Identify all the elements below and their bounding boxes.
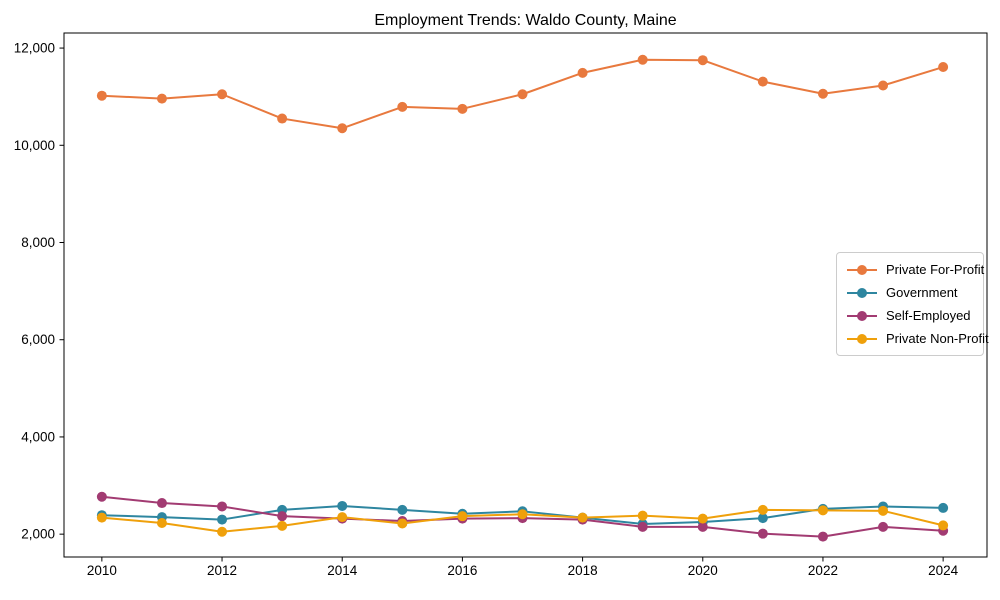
series-marker-0	[337, 123, 348, 134]
series-marker-3	[817, 505, 828, 516]
legend-label: Government	[886, 285, 958, 300]
series-marker-2	[757, 528, 768, 539]
series-marker-0	[878, 80, 889, 91]
series-marker-0	[697, 55, 708, 66]
series-marker-3	[457, 511, 468, 522]
series-marker-3	[277, 520, 288, 531]
y-tick-label: 10,000	[14, 138, 55, 153]
legend-dot-swatch	[857, 264, 867, 275]
legend-item-2: Self-Employed	[847, 306, 973, 325]
y-tick-label: 2,000	[21, 527, 55, 542]
series-marker-0	[96, 90, 107, 101]
legend-item-3: Private Non-Profit	[847, 329, 989, 348]
series-marker-0	[637, 54, 648, 65]
series-marker-0	[577, 67, 588, 78]
x-tick-label: 2018	[568, 563, 598, 578]
series-marker-0	[156, 93, 167, 104]
series-marker-3	[577, 512, 588, 523]
chart-title: Employment Trends: Waldo County, Maine	[374, 12, 677, 29]
series-marker-3	[757, 504, 768, 515]
series-marker-2	[817, 531, 828, 542]
series-marker-1	[938, 502, 949, 513]
legend-dot-swatch	[857, 333, 867, 344]
series-marker-3	[337, 512, 348, 523]
legend-dot-swatch	[857, 287, 867, 298]
y-tick-label: 8,000	[21, 235, 55, 250]
series-marker-1	[757, 513, 768, 524]
series-marker-3	[637, 510, 648, 521]
series-marker-0	[277, 113, 288, 124]
legend-marker-icon	[847, 264, 877, 276]
x-tick-label: 2012	[207, 563, 237, 578]
series-marker-3	[96, 512, 107, 523]
series-marker-3	[697, 513, 708, 524]
series-marker-2	[217, 501, 228, 512]
legend-marker-icon	[847, 287, 877, 299]
series-marker-3	[938, 520, 949, 531]
series-marker-0	[217, 89, 228, 100]
y-tick-label: 4,000	[21, 429, 55, 444]
y-tick-label: 6,000	[21, 332, 55, 347]
series-marker-1	[217, 514, 228, 525]
series-marker-2	[156, 498, 167, 509]
legend-item-1: Government	[847, 283, 973, 302]
legend-label: Private For-Profit	[886, 262, 985, 277]
legend-marker-icon	[847, 310, 877, 322]
series-marker-2	[96, 491, 107, 502]
series-marker-2	[277, 511, 288, 522]
series-marker-0	[817, 88, 828, 99]
series-marker-0	[938, 62, 949, 73]
legend-marker-icon	[847, 333, 877, 345]
legend-label: Self-Employed	[886, 308, 971, 323]
legend-dot-swatch	[857, 310, 867, 321]
x-tick-label: 2014	[327, 563, 358, 578]
x-tick-label: 2010	[87, 563, 117, 578]
chart-legend: Private For-Profit Government Self-Employe…	[836, 252, 989, 356]
series-marker-0	[757, 76, 768, 87]
series-marker-2	[637, 521, 648, 532]
series-marker-3	[397, 518, 408, 529]
x-tick-label: 2016	[447, 563, 477, 578]
series-marker-0	[397, 101, 408, 112]
series-marker-1	[337, 500, 348, 511]
y-tick-label: 12,000	[14, 41, 55, 56]
series-marker-3	[517, 509, 528, 520]
series-marker-1	[397, 504, 408, 515]
series-marker-3	[217, 526, 228, 537]
series-marker-3	[878, 505, 889, 516]
series-marker-2	[697, 521, 708, 532]
legend-label: Private Non-Profit	[886, 331, 989, 346]
series-marker-0	[517, 89, 528, 100]
series-marker-3	[156, 517, 167, 528]
axes-frame	[63, 32, 988, 558]
x-tick-label: 2024	[928, 563, 959, 578]
series-marker-0	[457, 103, 468, 114]
series-marker-2	[878, 521, 889, 532]
legend-item-0: Private For-Profit	[847, 260, 984, 279]
x-tick-label: 2020	[688, 563, 718, 578]
x-tick-label: 2022	[808, 563, 838, 578]
